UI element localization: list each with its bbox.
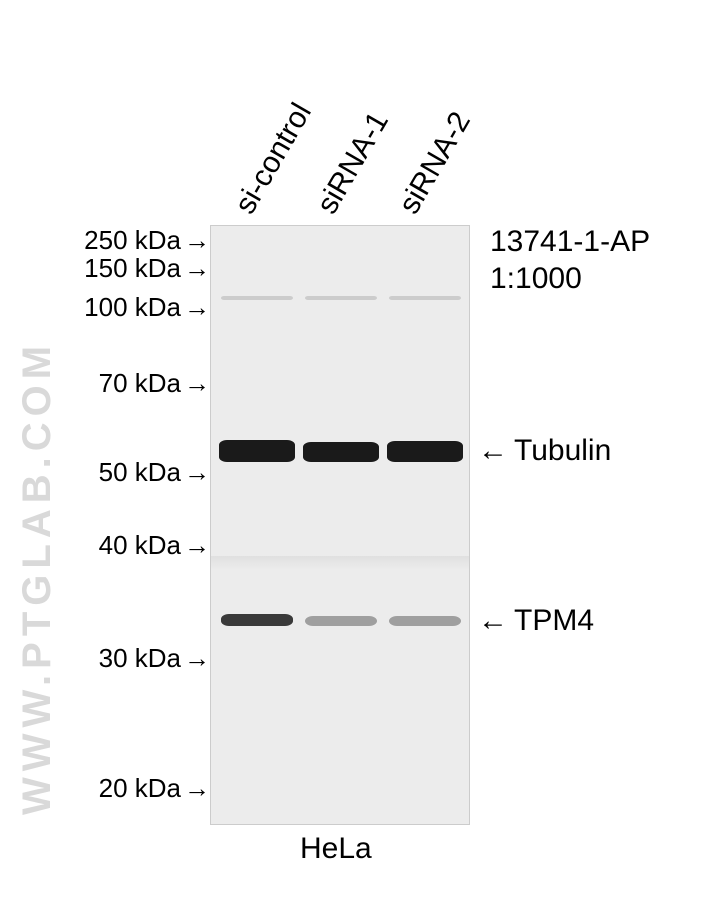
arrow-right-icon: →	[184, 530, 210, 561]
faint-band-lane1	[221, 296, 293, 300]
ladder-20: 20 kDa→	[99, 773, 210, 804]
arrow-right-icon: →	[184, 773, 210, 804]
ladder-label: 20 kDa	[99, 773, 181, 804]
ladder-30: 30 kDa→	[99, 643, 210, 674]
catalog-number: 13741-1-AP	[490, 225, 650, 259]
lane-label-sirna-2: siRNA-2	[393, 106, 478, 220]
arrow-right-icon: →	[184, 225, 210, 256]
arrow-right-icon: →	[184, 292, 210, 323]
tpm4-annotation: ← TPM4	[478, 604, 594, 638]
ladder-label: 250 kDa	[84, 225, 181, 256]
lane-label-si-control: si-control	[229, 98, 319, 220]
tpm4-band-lane1	[221, 614, 293, 626]
watermark-text: WWW.PTGLAB.COM	[15, 255, 75, 815]
arrow-right-icon: →	[184, 368, 210, 399]
ladder-label: 40 kDa	[99, 530, 181, 561]
ladder-70: 70 kDa→	[99, 368, 210, 399]
tubulin-band-lane2	[303, 442, 379, 462]
arrow-left-icon: ←	[478, 434, 508, 468]
ladder-label: 100 kDa	[84, 292, 181, 323]
tpm4-band-lane2	[305, 616, 377, 626]
ladder-label: 30 kDa	[99, 643, 181, 674]
ladder-label: 150 kDa	[84, 253, 181, 284]
ladder-100: 100 kDa→	[84, 292, 210, 323]
tubulin-annotation: ← Tubulin	[478, 434, 611, 468]
faint-band-lane2	[305, 296, 377, 300]
faint-band-lane3	[389, 296, 461, 300]
tubulin-band-lane3	[387, 441, 463, 462]
ladder-150: 150 kDa→	[84, 253, 210, 284]
smear-region	[211, 556, 469, 570]
cell-line-label: HeLa	[300, 832, 372, 866]
lane-labels-group: si-control siRNA-1 siRNA-2	[200, 20, 460, 220]
tubulin-band-lane1	[219, 440, 295, 462]
blot-membrane	[210, 225, 470, 825]
tpm4-band-lane3	[389, 616, 461, 626]
ladder-40: 40 kDa→	[99, 530, 210, 561]
ladder-50: 50 kDa→	[99, 457, 210, 488]
ladder-label: 50 kDa	[99, 457, 181, 488]
ladder-label: 70 kDa	[99, 368, 181, 399]
tpm4-label: TPM4	[514, 604, 594, 638]
arrow-left-icon: ←	[478, 604, 508, 638]
western-blot-figure: WWW.PTGLAB.COM si-control siRNA-1 siRNA-…	[0, 0, 706, 903]
arrow-right-icon: →	[184, 643, 210, 674]
ladder-250: 250 kDa→	[84, 225, 210, 256]
arrow-right-icon: →	[184, 253, 210, 284]
lane-label-sirna-1: siRNA-1	[311, 106, 396, 220]
dilution-text: 1:1000	[490, 262, 582, 296]
tubulin-label: Tubulin	[514, 434, 611, 468]
arrow-right-icon: →	[184, 457, 210, 488]
